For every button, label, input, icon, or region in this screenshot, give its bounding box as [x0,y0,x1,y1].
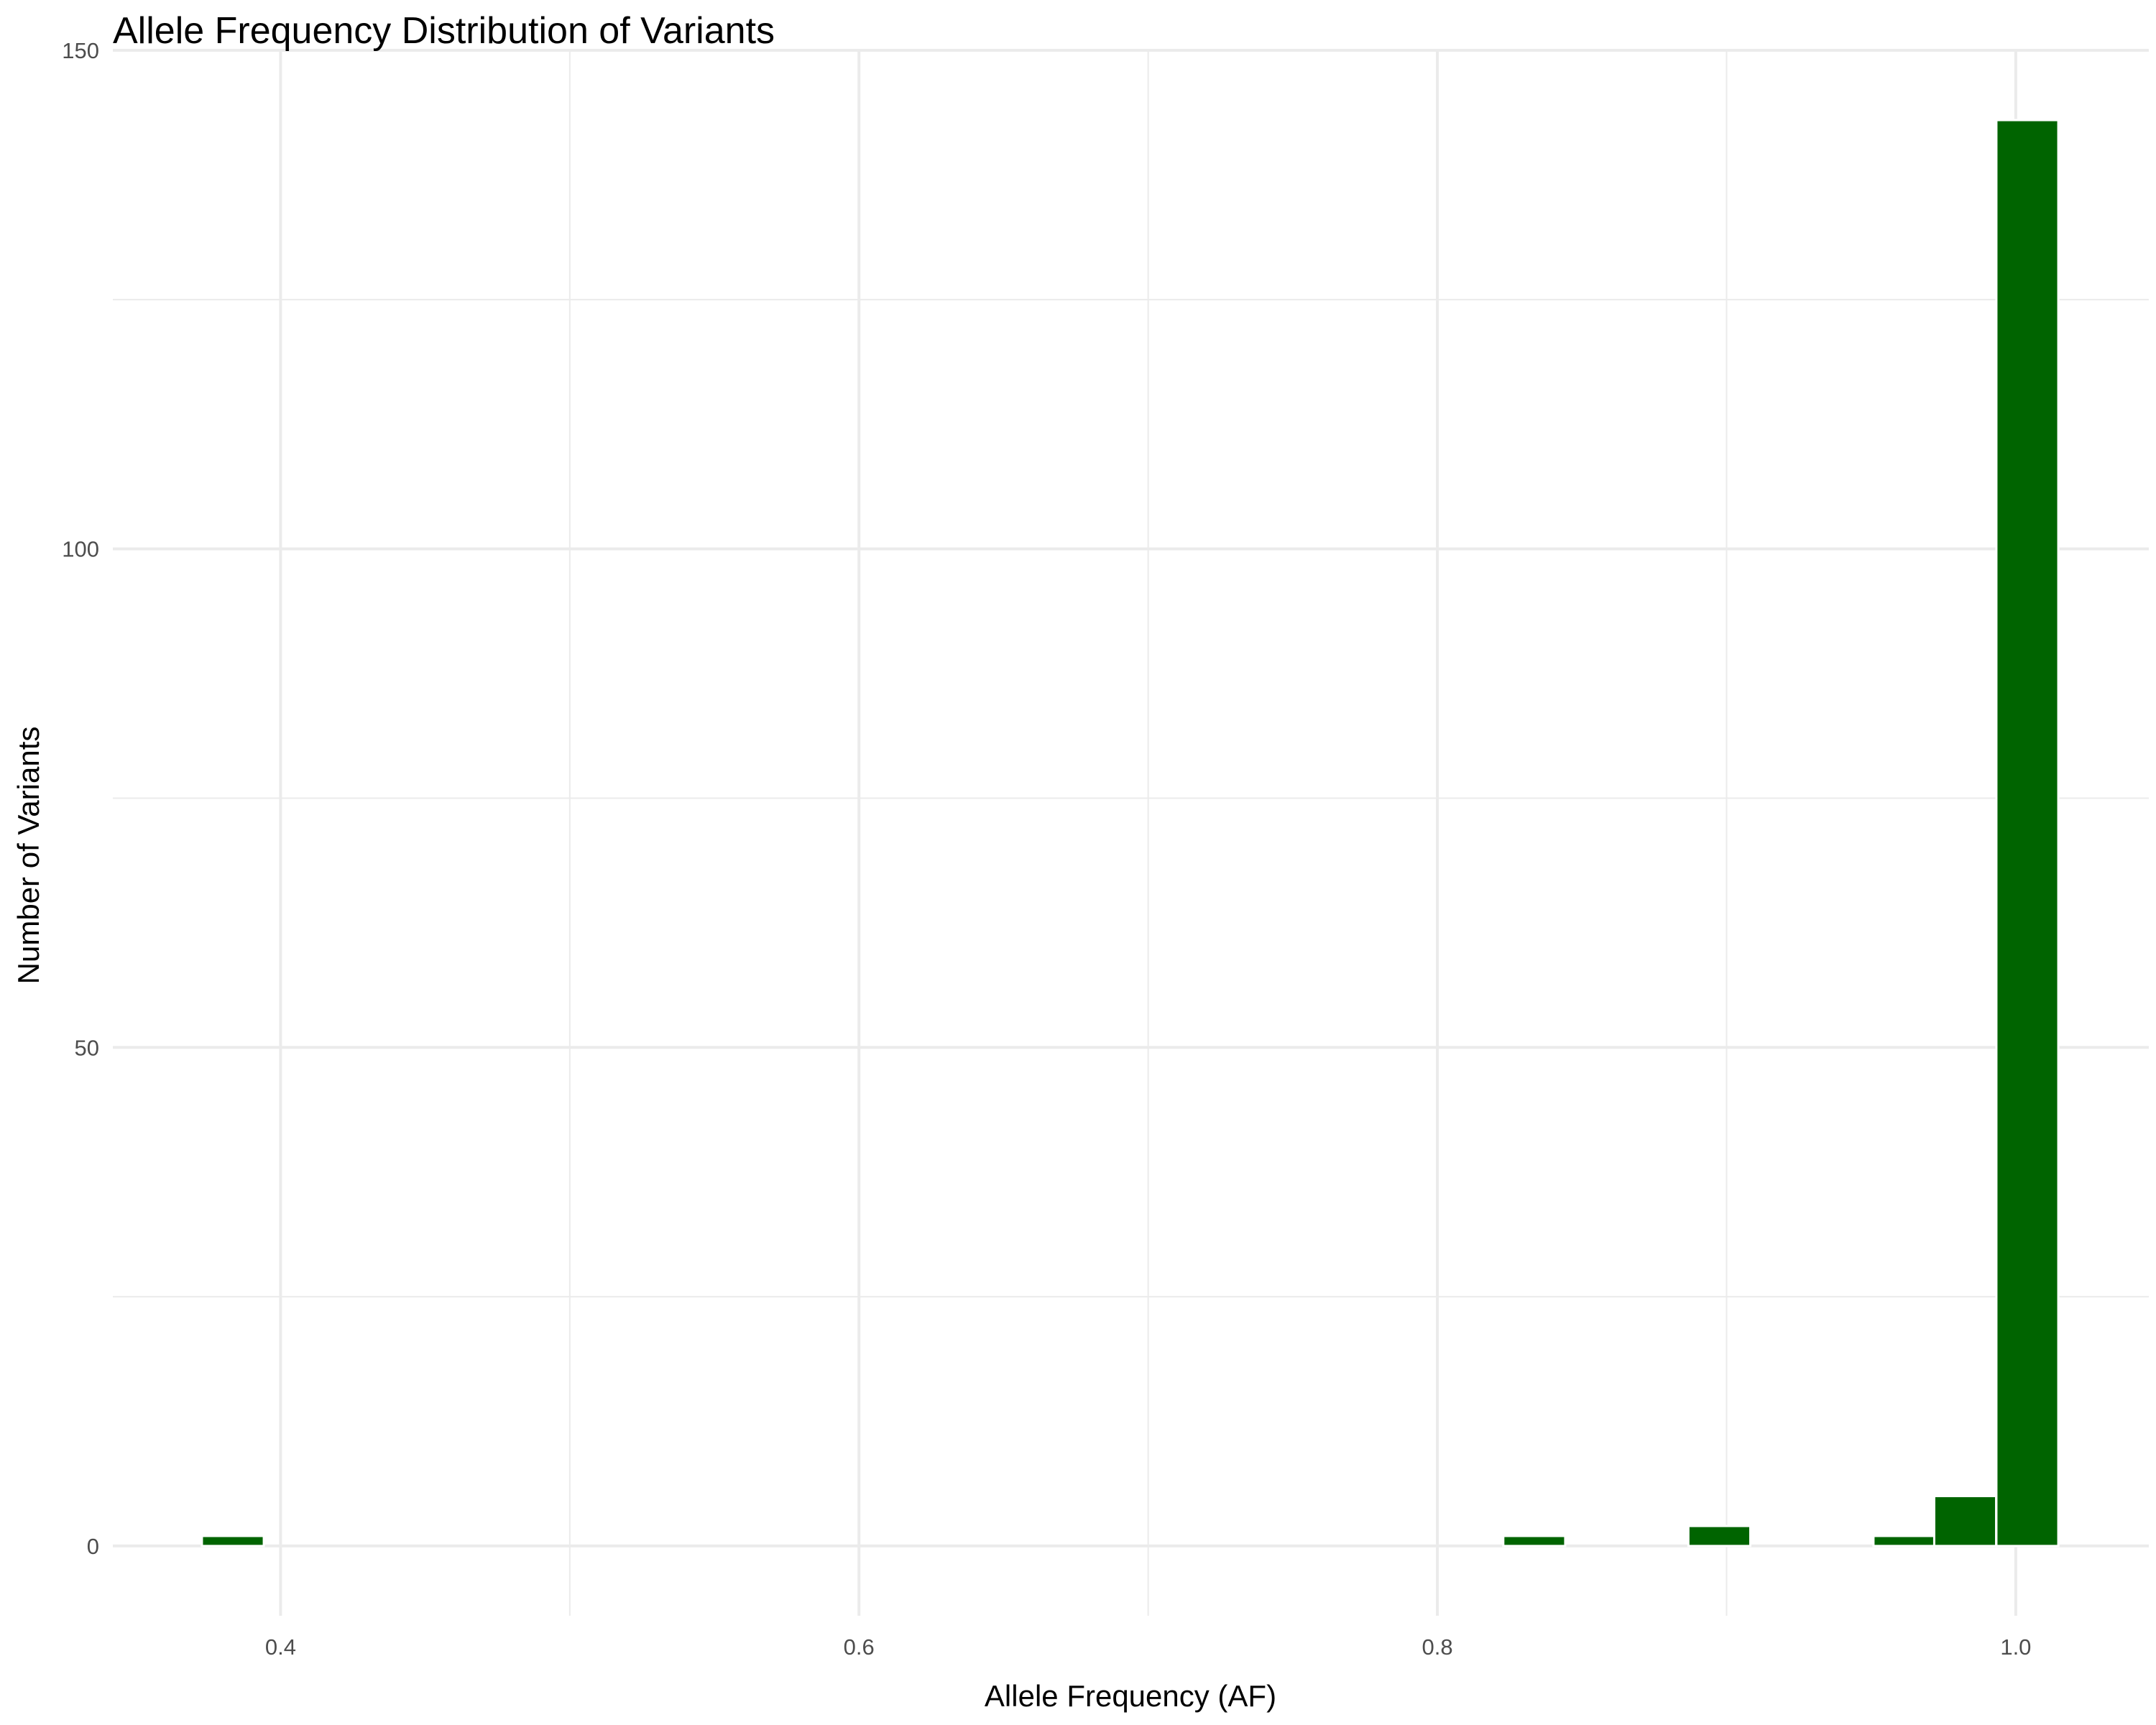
histogram-bar [1687,1524,1751,1547]
histogram-bar [1502,1535,1567,1547]
y-axis-title: Number of Variants [11,727,45,985]
x-tick-label: 0.8 [1422,1634,1453,1660]
y-tick-label: 50 [75,1035,99,1060]
y-tick-label: 150 [62,38,99,63]
x-tick-label: 0.4 [265,1634,296,1660]
x-tick-label: 1.0 [2000,1634,2031,1660]
x-tick-label: 0.6 [844,1634,875,1660]
y-tick-label: 100 [62,537,99,562]
chart-title: Allele Frequency Distribution of Variant… [113,10,775,52]
grid-lines [113,49,2149,1616]
y-tick-label: 0 [87,1534,99,1559]
x-axis-title: Allele Frequency (AF) [985,1679,1276,1713]
histogram-bars [201,119,2060,1547]
histogram-bar [1932,1495,1998,1547]
histogram-bar [1995,119,2060,1547]
histogram-bar [1872,1535,1937,1547]
histogram-bar [201,1535,265,1547]
tick-labels: 0.4 0.6 0.8 1.0 0 50 100 150 [62,38,2031,1660]
